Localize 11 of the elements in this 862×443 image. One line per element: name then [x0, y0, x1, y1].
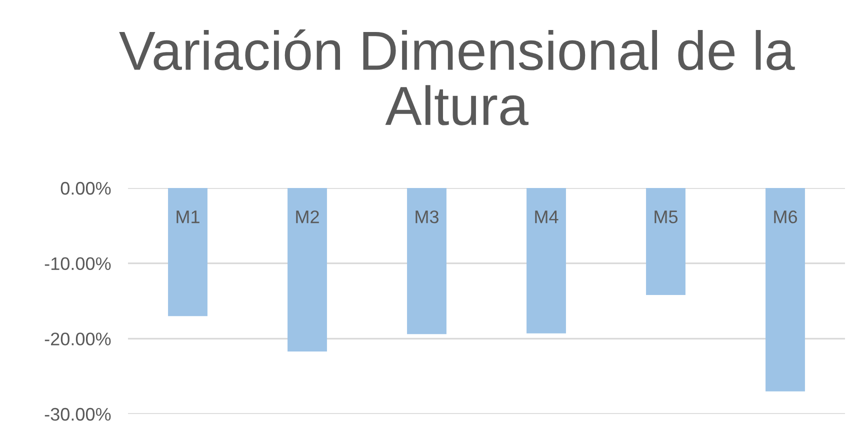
x-tick-label: M1 [176, 210, 200, 224]
y-tick-label: -20.00% [44, 332, 111, 346]
y-tick-label: 0.00% [60, 182, 111, 195]
y-tick-label: -30.00% [44, 408, 111, 421]
x-tick-label: M2 [296, 210, 319, 224]
y-tick-label: -10.00% [44, 257, 111, 270]
x-tick-label: M5 [654, 210, 678, 224]
x-tick-label: M3 [416, 210, 438, 224]
x-tick-label: M6 [774, 210, 797, 224]
x-tick-label: M4 [535, 210, 558, 224]
chart-title: Variación Dimensional de la Altura [119, 29, 795, 126]
